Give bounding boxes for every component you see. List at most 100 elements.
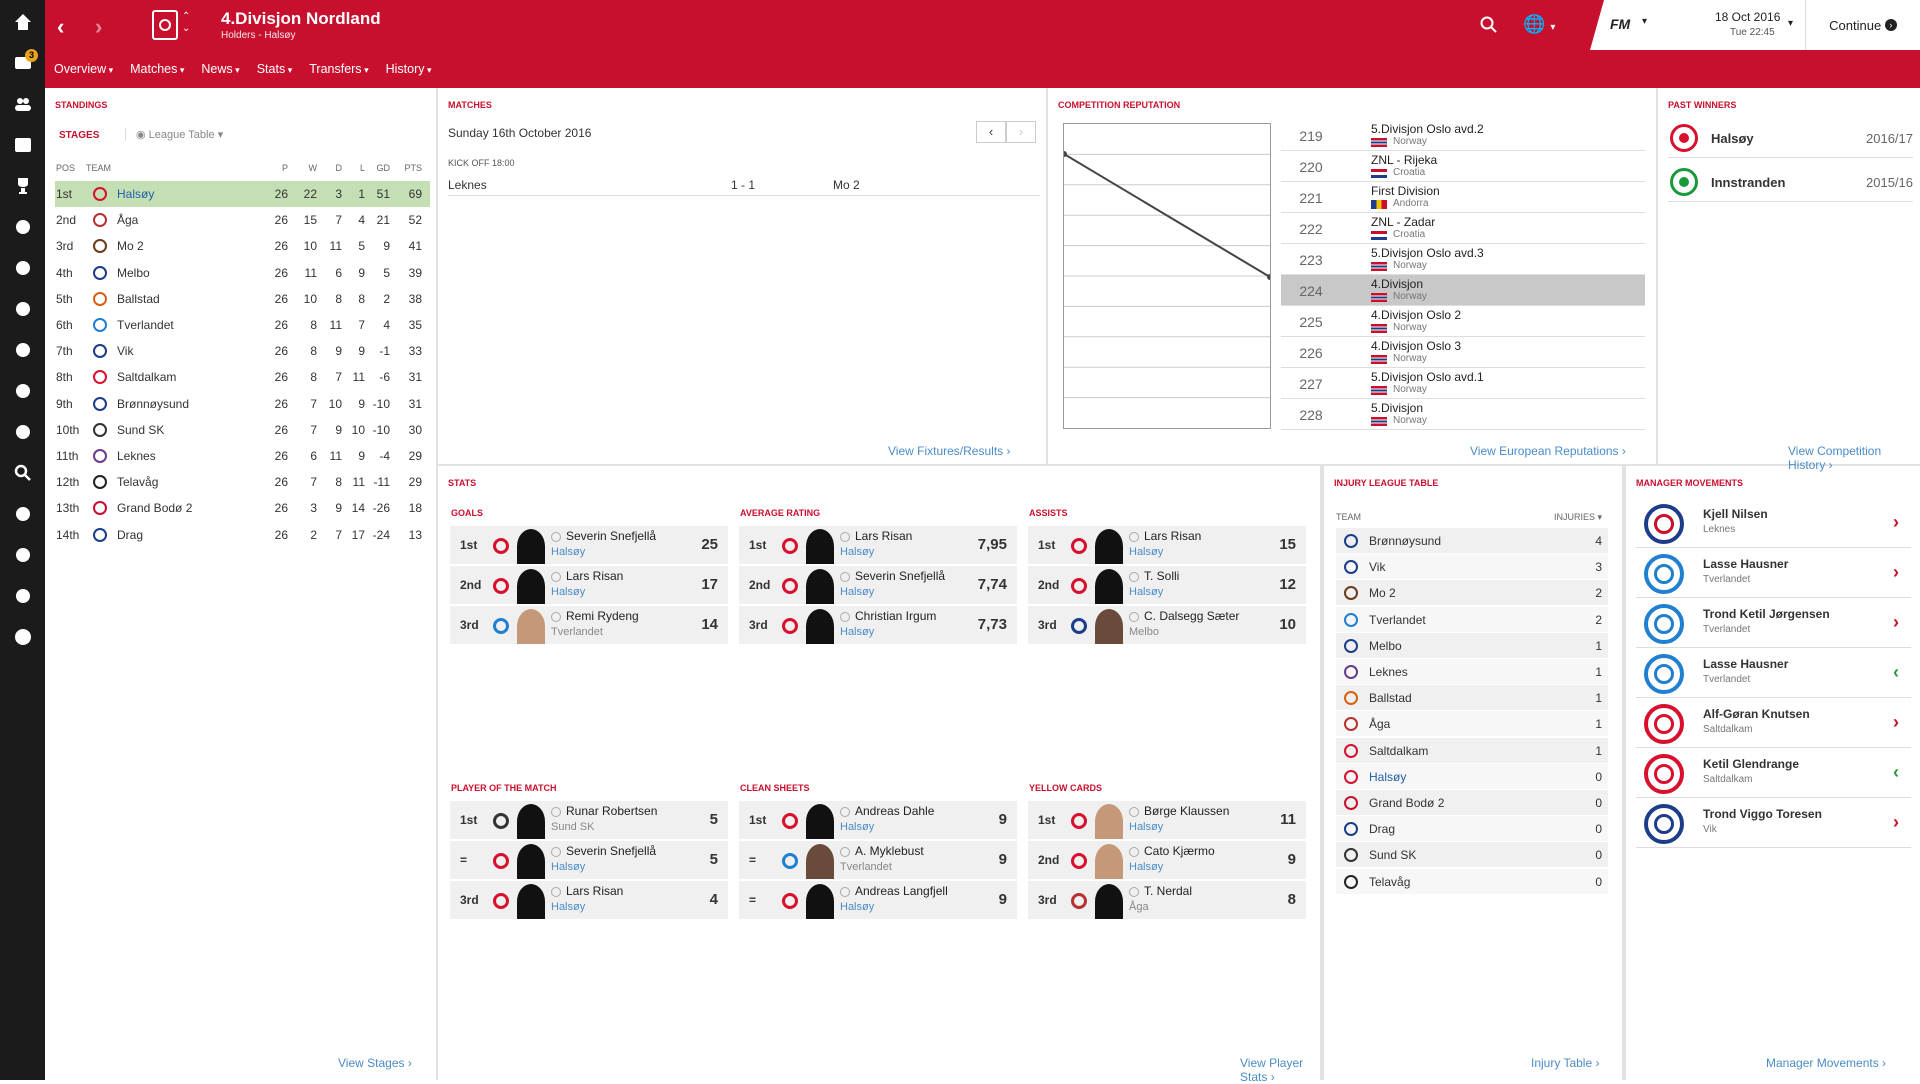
team-name[interactable]: Saltdalkam [117,370,177,385]
player-club[interactable]: Melbo [1129,626,1159,638]
stat-row[interactable]: 3rd Remi Rydeng Tverlandet 14 [450,606,728,644]
injury-row[interactable]: Grand Bodø 2 0 [1336,790,1608,816]
reputation-row[interactable]: 225 4.Divisjon Oslo 2 Norway [1281,306,1645,337]
money-icon[interactable] [0,617,45,657]
team-name[interactable]: Melbo [117,265,150,280]
team-name[interactable]: Leknes [1369,665,1408,679]
team-name[interactable]: Telavåg [1369,874,1411,889]
team-name[interactable]: Leknes [117,449,156,463]
player-club[interactable]: Halsøy [551,546,586,558]
team-name[interactable]: Mo 2 [1369,586,1396,601]
manager-name[interactable]: Kjell Nilsen [1703,507,1768,521]
table-row[interactable]: 1st Halsøy 26 22 3 1 51 69 [55,181,430,207]
manager-name[interactable]: Trond Ketil Jørgensen [1703,607,1830,621]
stages-tab[interactable]: STAGES [59,130,100,141]
table-row[interactable]: 5th Ballstad 26 10 8 8 2 38 [55,286,430,312]
team-name[interactable]: Grand Bodø 2 [117,501,193,516]
player-name[interactable]: Lars Risan [855,529,913,543]
competition-name[interactable]: 5.Divisjon Oslo avd.2 [1371,122,1484,136]
table-row[interactable]: 2nd Åga 26 15 7 4 21 52 [55,207,430,233]
chevron-down-icon[interactable]: ▾ [1642,16,1648,27]
info-icon[interactable] [840,887,850,897]
competition-name[interactable]: 5.Divisjon Oslo avd.1 [1371,370,1484,384]
manager-movement-row[interactable]: Trond Viggo Toresen Vik › [1636,798,1911,848]
info-icon[interactable] [840,847,850,857]
match-score[interactable]: 1 - 1 [731,178,756,192]
team-name[interactable]: Halsøy [117,187,155,201]
stat-row[interactable]: = A. Myklebust Tverlandet 9 [739,841,1017,879]
team-name[interactable]: Mo 2 [117,239,144,254]
injury-count-column[interactable]: INJURIES ▾ [1553,512,1602,522]
info-icon[interactable] [1129,887,1139,897]
injury-table-link[interactable]: Injury Table [1531,1056,1600,1070]
inbox-icon[interactable]: 3 [0,43,45,83]
injury-row[interactable]: Åga 1 [1336,711,1608,738]
player-name[interactable]: Severin Snefjellå [566,529,657,543]
competition-name[interactable]: 4.Divisjon Oslo 2 [1371,308,1462,322]
injury-row[interactable]: Vik 3 [1336,554,1608,581]
league-table-dropdown[interactable]: ◉ League Table ▾ [125,128,223,141]
table-row[interactable]: 14th Drag 26 2 7 17 -24 13 [55,522,430,548]
player-name[interactable]: Lars Risan [566,569,624,583]
team-name[interactable]: Drag [117,527,144,542]
player-name[interactable]: Børge Klaussen [1144,804,1230,818]
schedule-icon[interactable] [0,125,45,165]
stat-row[interactable]: 2nd Cato Kjærmo Halsøy 9 [1028,841,1306,879]
reputation-row[interactable]: 224 4.Divisjon Norway [1281,275,1645,306]
competition-name[interactable]: ZNL - Rijeka [1371,153,1438,167]
forward-arrow-icon[interactable]: › [95,14,103,39]
stat-row[interactable]: 2nd Severin Snefjellå Halsøy 7,74 [739,566,1017,604]
injury-row[interactable]: Telavåg 0 [1336,868,1608,895]
team-name[interactable]: Saltdalkam [1369,743,1429,758]
staff-icon[interactable] [0,207,45,247]
stat-row[interactable]: 1st Runar Robertsen Sund SK 5 [450,801,728,839]
player-club[interactable]: Halsøy [551,586,586,598]
info-icon[interactable] [1129,612,1139,622]
stat-row[interactable]: 3rd T. Nerdal Åga 8 [1028,881,1306,919]
manager-team[interactable]: Saltdalkam [1703,774,1753,785]
standings-column-w[interactable]: W [308,163,318,173]
fm-logo[interactable]: FM [1610,16,1631,32]
player-name[interactable]: Remi Rydeng [566,609,639,623]
home-icon[interactable] [0,2,45,42]
player-name[interactable]: Severin Snefjellå [855,569,946,583]
past-winner-team[interactable]: Innstranden [1711,175,1786,190]
competition-name[interactable]: 4.Divisjon [1371,277,1424,291]
player-club[interactable]: Sund SK [551,821,595,833]
past-winner-row[interactable]: Innstranden 2015/16 [1668,162,1913,202]
manager-name[interactable]: Lasse Hausner [1703,657,1789,671]
team-name[interactable]: Halsøy [1369,769,1407,784]
team-name[interactable]: Åga [117,213,139,228]
finance-icon[interactable] [0,576,45,616]
away-team[interactable]: Mo 2 [833,178,860,192]
team-name[interactable]: Åga [1369,717,1391,732]
competition-name[interactable]: 5.Divisjon [1371,401,1424,415]
player-name[interactable]: Cato Kjærmo [1144,844,1215,858]
table-row[interactable]: 9th Brønnøysund 26 7 10 9 -10 31 [55,391,430,417]
info-icon[interactable] [1129,532,1139,542]
manager-team[interactable]: Tverlandet [1703,674,1751,685]
menu-transfers[interactable]: Transfers [309,62,368,76]
team-name[interactable]: Brønnøysund [1369,534,1442,548]
table-row[interactable]: 8th Saltdalkam 26 8 7 11 -6 31 [55,364,430,390]
injury-row[interactable]: Ballstad 1 [1336,685,1608,712]
player-name[interactable]: Severin Snefjellå [566,844,657,858]
standings-column-pos[interactable]: POS [56,163,76,173]
injury-row[interactable]: Halsøy 0 [1336,763,1608,790]
previous-date-button[interactable]: ‹ [976,121,1006,143]
info-icon[interactable] [840,612,850,622]
manager-movement-row[interactable]: Kjell Nilsen Leknes › [1636,498,1911,548]
menu-stats[interactable]: Stats [257,62,293,76]
table-row[interactable]: 12th Telavåg 26 7 8 11 -11 29 [55,469,430,495]
injury-row[interactable]: Brønnøysund 4 [1336,528,1608,554]
arrow-right-icon[interactable]: › [1893,612,1899,632]
player-name[interactable]: Lars Risan [566,884,624,898]
info-icon[interactable] [840,532,850,542]
menu-matches[interactable]: Matches [130,62,184,76]
standings-column-l[interactable]: L [359,163,365,173]
team-name[interactable]: Tverlandet [1369,612,1426,627]
competition-switch-icon[interactable]: ⌃ ⌄ [182,11,191,34]
table-row[interactable]: 4th Melbo 26 11 6 9 5 39 [55,260,430,286]
table-row[interactable]: 13th Grand Bodø 2 26 3 9 14 -26 18 [55,495,430,521]
team-name[interactable]: Melbo [1369,638,1402,653]
